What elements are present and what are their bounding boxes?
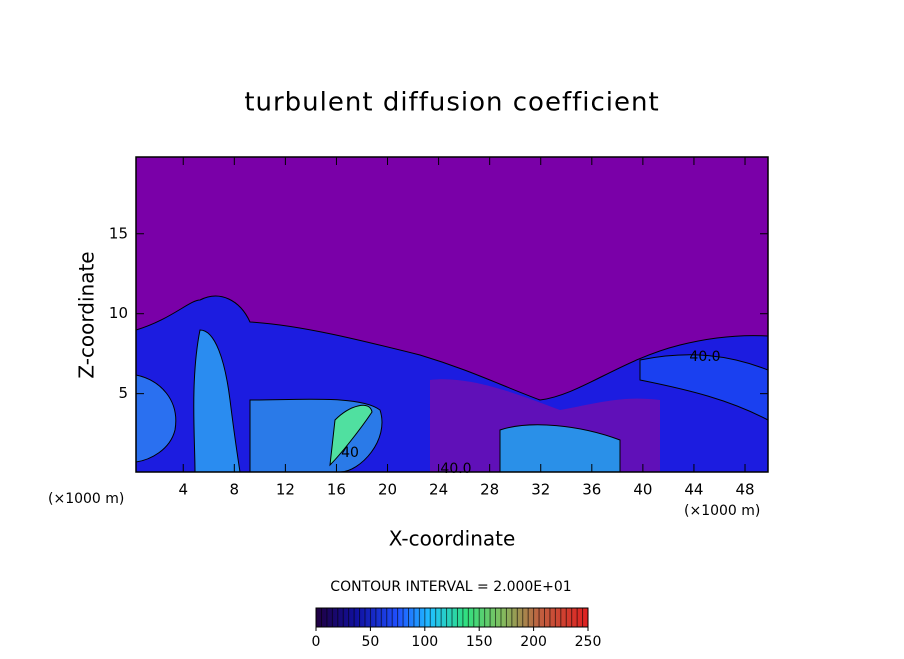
plot-frame: [135, 156, 769, 473]
x-tick-label: 36: [582, 481, 601, 499]
x-unit: (×1000 m): [684, 503, 760, 519]
colorbar-tick-label: 50: [361, 634, 379, 650]
y-tick-label: 15: [109, 224, 128, 242]
y-tick-label: 10: [109, 304, 128, 322]
x-tick-label: 12: [276, 481, 295, 499]
x-tick-label: 4: [178, 481, 188, 499]
colorbar-tick-label: 200: [520, 634, 547, 650]
x-tick-label: 32: [531, 481, 550, 499]
y-axis-title: Z-coordinate: [75, 251, 99, 378]
contour-interval: CONTOUR INTERVAL = 2.000E+01: [330, 579, 571, 595]
contour-label: 40: [341, 445, 359, 461]
x-tick-label: 16: [327, 481, 346, 499]
x-tick-label: 20: [378, 481, 397, 499]
colorbar-frame: [315, 607, 589, 628]
contour-label: 40.0: [689, 349, 720, 365]
x-tick-label: 24: [429, 481, 448, 499]
colorbar-tick-label: 150: [466, 634, 493, 650]
colorbar-tick-label: 100: [411, 634, 438, 650]
field: [136, 157, 768, 472]
x-tick-label: 48: [735, 481, 754, 499]
x-axis-title: X-coordinate: [389, 527, 516, 551]
x-tick-label: 40: [633, 481, 652, 499]
chart-title: turbulent diffusion coefficient: [244, 88, 659, 118]
x-tick-label: 44: [684, 481, 703, 499]
y-tick-label: 5: [118, 384, 128, 402]
colorbar-tick-label: 0: [312, 634, 321, 650]
y-unit: (×1000 m): [48, 491, 124, 507]
colorbar-tick-label: 250: [575, 634, 602, 650]
contour-label: 40.0: [440, 461, 471, 477]
x-tick-label: 8: [230, 481, 240, 499]
x-tick-label: 28: [480, 481, 499, 499]
